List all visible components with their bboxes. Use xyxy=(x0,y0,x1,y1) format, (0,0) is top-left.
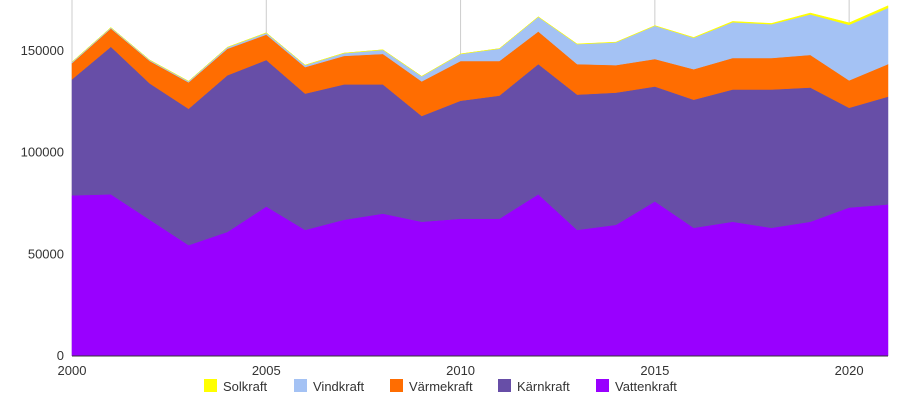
x-tick-label: 2010 xyxy=(446,363,475,378)
area-series-group xyxy=(71,5,889,357)
x-tick-labels: 2000 2005 2010 2015 2020 xyxy=(58,363,864,378)
legend-label-vattenkraft: Vattenkraft xyxy=(615,379,677,394)
legend-swatch-vindkraft xyxy=(294,379,307,392)
legend: Solkraft Vindkraft Värmekraft Kärnkraft Vatt… xyxy=(204,379,677,394)
legend-label-kärnkraft: Kärnkraft xyxy=(517,379,570,394)
legend-label-vindkraft: Vindkraft xyxy=(313,379,364,394)
x-tick-label: 2005 xyxy=(252,363,281,378)
legend-swatch-värmekraft xyxy=(390,379,403,392)
legend-swatch-kärnkraft xyxy=(498,379,511,392)
x-tick-label: 2000 xyxy=(58,363,87,378)
legend-label-solkraft: Solkraft xyxy=(223,379,267,394)
x-tick-label: 2015 xyxy=(640,363,669,378)
y-tick-labels: 0 50000 100000 150000 xyxy=(21,43,64,363)
legend-swatch-solkraft xyxy=(204,379,217,392)
legend-swatch-vattenkraft xyxy=(596,379,609,392)
y-tick-label: 50000 xyxy=(28,246,64,261)
x-tick-label: 2020 xyxy=(835,363,864,378)
y-tick-label: 0 xyxy=(57,348,64,363)
area-solkraft xyxy=(71,5,889,82)
y-tick-label: 100000 xyxy=(21,145,64,160)
legend-label-värmekraft: Värmekraft xyxy=(409,379,473,394)
y-tick-label: 150000 xyxy=(21,43,64,58)
